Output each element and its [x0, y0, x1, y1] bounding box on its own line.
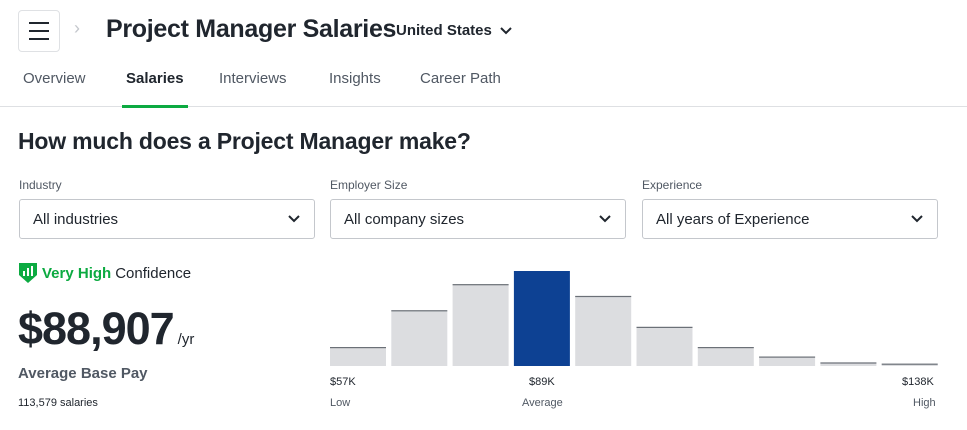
histogram-bar-cap — [697, 347, 754, 349]
employer-size-select-value: All company sizes — [344, 210, 465, 228]
tick-label-low: $57K — [330, 376, 356, 388]
industry-select-value: All industries — [33, 210, 119, 228]
chevron-down-icon — [599, 215, 611, 223]
hamburger-line — [29, 30, 49, 32]
menu-button[interactable] — [18, 10, 60, 52]
page-title: Project Manager Salaries — [106, 15, 397, 43]
histogram-bar — [759, 356, 816, 366]
chevron-down-icon — [911, 215, 923, 223]
average-base-pay-label: Average Base Pay — [18, 365, 148, 382]
tab-bar: Overview Salaries Interviews Insights Ca… — [0, 62, 967, 108]
axis-label-average: Average — [522, 397, 563, 409]
histogram-bar — [391, 310, 448, 366]
histogram-bar-cap — [636, 326, 693, 328]
axis-label-low: Low — [330, 397, 351, 409]
salary-figure: $88,907 /yr — [18, 303, 194, 355]
confidence-text: Confidence — [115, 264, 192, 282]
tab-label: Career Path — [420, 70, 501, 87]
tab-label: Interviews — [219, 70, 287, 87]
axis-label-high: High — [913, 397, 936, 409]
salary-count: 113,579 salaries — [18, 397, 98, 409]
histogram-bar — [575, 295, 632, 366]
histogram-bar — [330, 347, 386, 366]
tab-interviews[interactable]: Interviews — [219, 70, 287, 107]
salary-period: /yr — [177, 331, 195, 348]
country-select[interactable]: United States — [396, 22, 512, 39]
chevron-down-icon — [288, 215, 300, 223]
industry-filter-label: Industry — [19, 178, 62, 192]
histogram-bar — [881, 363, 938, 366]
confidence-level: Very High — [42, 264, 112, 282]
experience-select-value: All years of Experience — [656, 210, 810, 228]
histogram-bar — [452, 284, 509, 366]
tab-label: Insights — [329, 70, 381, 87]
tab-career-path[interactable]: Career Path — [420, 70, 501, 107]
chevron-down-icon — [500, 26, 512, 34]
histogram-bar-average — [513, 271, 570, 366]
employer-size-filter-label: Employer Size — [330, 178, 408, 192]
histogram-bar-cap — [820, 362, 877, 364]
industry-select[interactable]: All industries — [19, 199, 315, 239]
tab-insights[interactable]: Insights — [329, 70, 381, 107]
chevron-right-icon: › — [74, 18, 80, 38]
experience-filter-label: Experience — [642, 178, 703, 192]
confidence-indicator: Very High Confidence — [18, 262, 191, 284]
histogram-bar — [820, 362, 877, 366]
country-label: United States — [396, 22, 492, 39]
tab-salaries[interactable]: Salaries — [122, 70, 188, 108]
histogram-bar-cap — [759, 356, 816, 358]
hamburger-line — [29, 22, 49, 24]
salary-histogram — [330, 271, 938, 366]
histogram-bar-cap — [575, 295, 632, 298]
histogram-bar-cap — [391, 310, 448, 312]
histogram-bar — [697, 347, 754, 366]
tab-label: Salaries — [126, 70, 184, 87]
hamburger-line — [29, 38, 49, 40]
tick-label-high: $138K — [902, 376, 934, 388]
experience-select[interactable]: All years of Experience — [642, 199, 938, 239]
tab-label: Overview — [23, 70, 86, 87]
employer-size-select[interactable]: All company sizes — [330, 199, 626, 239]
histogram-bar-cap — [452, 284, 509, 286]
histogram-bar-cap — [881, 363, 938, 365]
shield-chart-icon — [19, 263, 37, 283]
histogram-bar — [636, 326, 693, 366]
section-heading: How much does a Project Manager make? — [18, 128, 471, 154]
salary-amount: $88,907 — [18, 303, 175, 354]
histogram-bar-cap — [330, 347, 386, 349]
tick-label-average: $89K — [529, 376, 555, 388]
tab-overview[interactable]: Overview — [23, 70, 86, 107]
